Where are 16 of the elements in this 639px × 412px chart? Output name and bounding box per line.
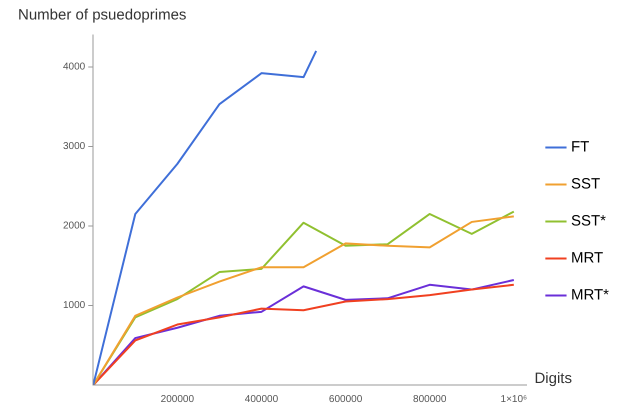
legend-label: FT	[570, 138, 590, 156]
y-tick-label: 4000	[62, 62, 86, 73]
y-tick-label: 1000	[62, 300, 86, 312]
x-tick-label: 1×10⁶	[500, 394, 528, 405]
legend-label: SST*	[570, 212, 606, 230]
x-tick-label: 800000	[413, 394, 447, 405]
y-axis-title: Number of psuedoprimes	[18, 6, 186, 24]
x-tick-label: 200000	[160, 394, 194, 405]
legend-label: MRT*	[570, 286, 610, 304]
legend-label: SST	[570, 176, 600, 193]
x-tick-label: 400000	[244, 394, 279, 405]
x-tick-label: 600000	[328, 394, 363, 405]
x-axis-title: Digits	[534, 370, 572, 388]
y-tick-label: 3000	[62, 141, 86, 152]
legend-label: MRT	[570, 250, 604, 267]
y-tick-label: 2000	[62, 220, 86, 232]
